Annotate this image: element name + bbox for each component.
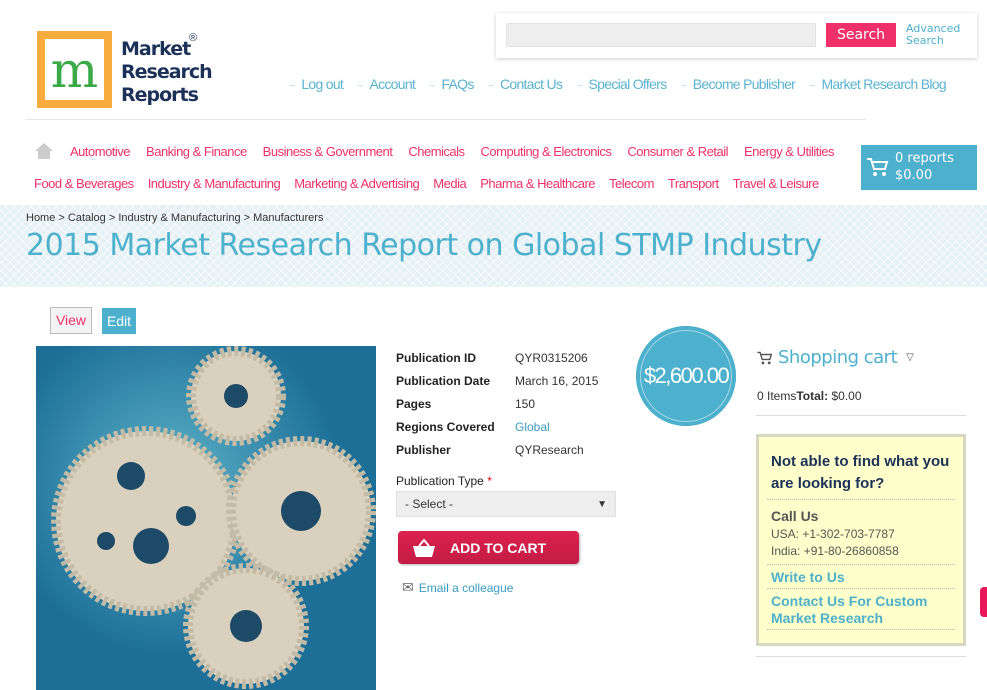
- search-button[interactable]: Search: [826, 23, 896, 47]
- help-heading: Not able to find what you are looking fo…: [767, 437, 955, 500]
- advanced-search-link[interactable]: Advanced Search: [906, 22, 961, 47]
- report-image: [36, 346, 376, 690]
- publication-type-label: Publication Type *: [396, 474, 492, 488]
- logo-text: Market Research Reports: [121, 38, 213, 106]
- arrow-icon: →: [807, 79, 816, 89]
- nav-travel[interactable]: Travel & Leisure: [732, 176, 820, 191]
- help-box: Not able to find what you are looking fo…: [756, 434, 966, 646]
- nav-computing[interactable]: Computing & Electronics: [480, 144, 612, 159]
- nav-row-1: Automotive Banking & Finance Business & …: [70, 144, 850, 159]
- nav-row-2: Food & Beverages Industry & Manufacturin…: [34, 176, 833, 191]
- detail-row: Publication ID QYR0315206: [396, 350, 588, 365]
- arrow-icon: →: [287, 79, 296, 89]
- detail-row: Regions Covered Global: [396, 419, 550, 434]
- top-link-publisher[interactable]: → Become Publisher: [678, 76, 796, 92]
- divider: [756, 656, 966, 657]
- nav-industry[interactable]: Industry & Manufacturing: [147, 176, 281, 191]
- page-title: 2015 Market Research Report on Global ST…: [26, 228, 822, 263]
- top-link-offers[interactable]: → Special Offers: [574, 76, 667, 92]
- top-link-logout[interactable]: → Log out: [287, 76, 344, 92]
- write-to-us-link[interactable]: Write to Us: [767, 565, 955, 589]
- search-input[interactable]: [506, 23, 816, 47]
- nav-food[interactable]: Food & Beverages: [34, 176, 134, 191]
- nav-transport[interactable]: Transport: [667, 176, 719, 191]
- title-banner: [0, 205, 987, 287]
- arrow-icon: →: [355, 79, 364, 89]
- chevron-down-icon: ▽: [906, 352, 914, 363]
- nav-energy[interactable]: Energy & Utilities: [744, 144, 834, 159]
- top-link-contact[interactable]: → Contact Us: [485, 76, 563, 92]
- price-badge: $2,600.00: [636, 326, 736, 426]
- top-link-account[interactable]: → Account: [355, 76, 416, 92]
- nav-telecom[interactable]: Telecom: [609, 176, 654, 191]
- top-links: → Log out → Account → FAQs → Contact Us → Spe…: [287, 76, 958, 92]
- shopping-cart-heading[interactable]: Shopping cart ▽: [757, 347, 914, 368]
- region-link[interactable]: Global: [515, 419, 550, 434]
- arrow-icon: →: [485, 79, 495, 89]
- top-link-faqs[interactable]: → FAQs: [427, 76, 474, 92]
- detail-row: Publication Date March 16, 2015: [396, 373, 599, 388]
- arrow-icon: →: [678, 79, 687, 89]
- nav-chemicals[interactable]: Chemicals: [408, 144, 465, 159]
- header-cart[interactable]: 0 reports $0.00: [861, 145, 977, 190]
- divider: [26, 119, 866, 120]
- email-colleague-link[interactable]: ✉ Email a colleague: [402, 579, 514, 595]
- add-to-cart-button[interactable]: ADD TO CART: [398, 531, 579, 564]
- feedback-tab[interactable]: [980, 587, 987, 617]
- nav-marketing[interactable]: Marketing & Advertising: [294, 176, 420, 191]
- search-box: Search Advanced Search: [496, 13, 977, 58]
- logo-mark: m: [50, 40, 99, 99]
- cart-icon: [757, 351, 773, 364]
- detail-row: Pages 150: [396, 396, 536, 411]
- cart-summary: 0 ItemsTotal: $0.00: [757, 389, 862, 403]
- tab-edit[interactable]: Edit: [102, 308, 136, 334]
- publication-type-select[interactable]: - Select - ▼: [396, 491, 616, 517]
- nav-media[interactable]: Media: [433, 176, 467, 191]
- details-table: Publication ID QYR0315206 Publication Dat…: [396, 346, 598, 461]
- home-icon[interactable]: [35, 143, 53, 159]
- cart-total: $0.00: [895, 168, 933, 183]
- dropdown-arrow-icon: ▼: [597, 498, 607, 510]
- divider: [756, 415, 966, 416]
- custom-research-link[interactable]: Contact Us For Custom Market Research: [767, 589, 955, 630]
- tab-view[interactable]: View: [50, 307, 92, 334]
- top-link-blog[interactable]: → Market Research Blog: [807, 76, 947, 92]
- basket-icon: [413, 537, 435, 557]
- arrow-icon: →: [574, 79, 583, 89]
- call-us: Call Us USA: +1-302-703-7787 India: +91-80…: [767, 500, 955, 565]
- cart-report-count: 0 reports: [895, 151, 954, 166]
- nav-automotive[interactable]: Automotive: [70, 144, 131, 159]
- nav-business[interactable]: Business & Government: [262, 144, 393, 159]
- nav-consumer[interactable]: Consumer & Retail: [627, 144, 728, 159]
- nav-pharma[interactable]: Pharma & Healthcare: [480, 176, 595, 191]
- nav-banking[interactable]: Banking & Finance: [146, 144, 247, 159]
- detail-row: Publisher QYResearch: [396, 442, 584, 457]
- breadcrumb[interactable]: Home > Catalog > Industry & Manufacturin…: [26, 212, 324, 224]
- registered-mark: ®: [189, 32, 198, 44]
- envelope-icon: ✉: [402, 579, 414, 595]
- arrow-icon: →: [427, 79, 436, 89]
- logo[interactable]: m: [37, 31, 112, 108]
- cart-icon: [867, 158, 889, 176]
